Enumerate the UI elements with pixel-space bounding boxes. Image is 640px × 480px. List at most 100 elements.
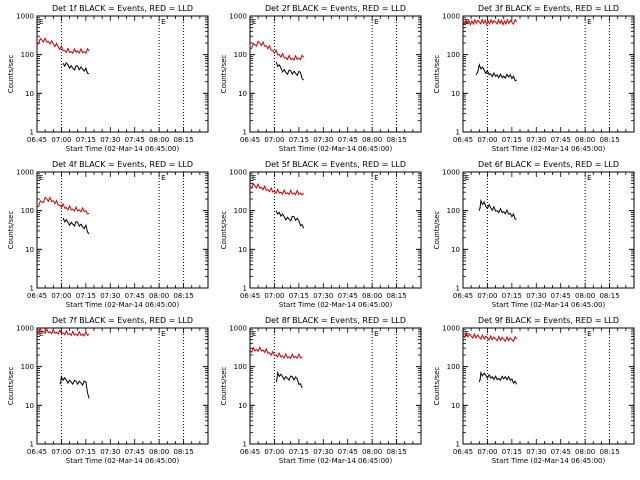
chart-title: Det 4f BLACK = Events, RED = LLD: [52, 160, 193, 169]
y-tick-label: 1000: [16, 169, 34, 177]
plot-frame: [462, 327, 635, 445]
e-marker: E: [252, 174, 256, 182]
e-marker: E: [587, 18, 591, 26]
y-tick-label: 1000: [442, 169, 460, 177]
y-tick-label: 1: [456, 285, 460, 293]
x-tick-label: 07:00: [51, 448, 71, 456]
e-marker: E: [161, 330, 165, 338]
x-tick-label: 07:45: [125, 292, 145, 300]
y-tick-label: 100: [447, 363, 460, 371]
x-tick-label: 07:15: [289, 448, 309, 456]
chart-title: Det 2f BLACK = Events, RED = LLD: [265, 4, 406, 13]
x-tick-label: 06:45: [240, 448, 260, 456]
x-tick-label: 06:45: [453, 292, 473, 300]
y-tick-label: 10: [238, 246, 247, 254]
x-tick-label: 07:15: [289, 136, 309, 144]
e-marker: E: [39, 330, 43, 338]
e-marker: E: [39, 18, 43, 26]
x-tick-label: 06:45: [453, 136, 473, 144]
x-tick-label: 07:30: [526, 136, 546, 144]
x-tick-label: 08:15: [599, 292, 619, 300]
x-tick-label: 06:45: [27, 448, 47, 456]
y-axis-label: Counts/sec: [433, 211, 441, 250]
chart-panel: Det 9f BLACK = Events, RED = LLD 1 10 100 10…: [433, 316, 635, 465]
x-axis-label: Start Time (02-Mar-14 06:45:00): [492, 145, 606, 153]
x-tick-label: 08:15: [599, 448, 619, 456]
x-axis-label: Start Time (02-Mar-14 06:45:00): [279, 457, 393, 465]
plot-frame: [36, 171, 209, 289]
plot-frame: [462, 171, 635, 289]
y-tick-label: 100: [447, 51, 460, 59]
x-tick-label: 08:15: [386, 136, 406, 144]
series-line: [462, 331, 518, 343]
e-marker: E: [465, 174, 469, 182]
x-tick-label: 06:45: [453, 448, 473, 456]
chart-panel: Det 5f BLACK = Events, RED = LLD 1 10 100 10…: [220, 160, 422, 309]
series-line: [462, 18, 518, 27]
y-tick-label: 1: [456, 129, 460, 137]
y-tick-label: 10: [451, 402, 460, 410]
y-tick-label: 1: [30, 285, 34, 293]
x-tick-label: 07:30: [313, 136, 333, 144]
e-marker: E: [39, 174, 43, 182]
chart-title: Det 1f BLACK = Events, RED = LLD: [52, 4, 193, 13]
chart-title: Det 5f BLACK = Events, RED = LLD: [265, 160, 406, 169]
y-tick-label: 10: [238, 90, 247, 98]
y-axis-label: Counts/sec: [220, 367, 228, 406]
e-marker: E: [252, 18, 256, 26]
series-line: [478, 370, 518, 385]
chart-panel: Det 8f BLACK = Events, RED = LLD 1 10 100 10…: [220, 316, 422, 465]
x-tick-label: 06:45: [27, 292, 47, 300]
x-tick-label: 08:15: [386, 292, 406, 300]
x-tick-label: 06:45: [240, 292, 260, 300]
plot-frame: [36, 327, 209, 445]
x-tick-label: 07:30: [100, 136, 120, 144]
y-tick-label: 1000: [16, 13, 34, 21]
series-line: [36, 196, 90, 215]
x-tick-label: 08:00: [575, 292, 595, 300]
y-axis-label: Counts/sec: [433, 55, 441, 94]
chart-title: Det 8f BLACK = Events, RED = LLD: [265, 316, 406, 325]
y-tick-label: 1000: [229, 13, 247, 21]
y-tick-label: 1: [243, 285, 247, 293]
x-tick-label: 07:30: [313, 448, 333, 456]
y-tick-label: 100: [21, 363, 34, 371]
x-tick-label: 08:00: [575, 136, 595, 144]
series-line: [249, 182, 305, 196]
x-tick-label: 08:00: [362, 448, 382, 456]
plot-frame: [462, 15, 635, 133]
series-line: [36, 327, 90, 337]
e-marker: E: [374, 330, 378, 338]
x-tick-label: 07:00: [477, 136, 497, 144]
x-tick-label: 08:00: [362, 292, 382, 300]
y-tick-label: 100: [447, 207, 460, 215]
x-axis-label: Start Time (02-Mar-14 06:45:00): [66, 457, 180, 465]
x-tick-label: 07:30: [100, 448, 120, 456]
chart-panel: Det 2f BLACK = Events, RED = LLD 1 10 100 10…: [220, 4, 422, 153]
chart-panel: Det 3f BLACK = Events, RED = LLD 1 10 100 10…: [433, 4, 635, 153]
series-line: [478, 198, 517, 220]
plot-frame: [249, 15, 422, 133]
e-marker: E: [465, 330, 469, 338]
chart-panel: Det 1f BLACK = Events, RED = LLD 1 10 100 10…: [7, 4, 209, 153]
x-tick-label: 07:15: [76, 136, 96, 144]
y-axis-label: Counts/sec: [7, 367, 15, 406]
chart-panel: Det 6f BLACK = Events, RED = LLD 1 10 100 10…: [433, 160, 635, 309]
series-line: [59, 374, 90, 399]
x-tick-label: 08:00: [362, 136, 382, 144]
x-axis-label: Start Time (02-Mar-14 06:45:00): [66, 301, 180, 309]
series-line: [62, 62, 90, 75]
y-axis-label: Counts/sec: [7, 211, 15, 250]
chart-panel: Det 7f BLACK = Events, RED = LLD 1 10 100 10…: [7, 316, 209, 465]
y-tick-label: 1: [456, 441, 460, 449]
y-tick-label: 100: [234, 207, 247, 215]
chart-title: Det 9f BLACK = Events, RED = LLD: [478, 316, 619, 325]
y-tick-label: 10: [25, 402, 34, 410]
series-line: [275, 61, 305, 81]
x-axis-label: Start Time (02-Mar-14 06:45:00): [66, 145, 180, 153]
x-tick-label: 07:30: [100, 292, 120, 300]
x-tick-label: 08:15: [173, 448, 193, 456]
x-tick-label: 07:00: [264, 136, 284, 144]
x-tick-label: 07:30: [526, 448, 546, 456]
